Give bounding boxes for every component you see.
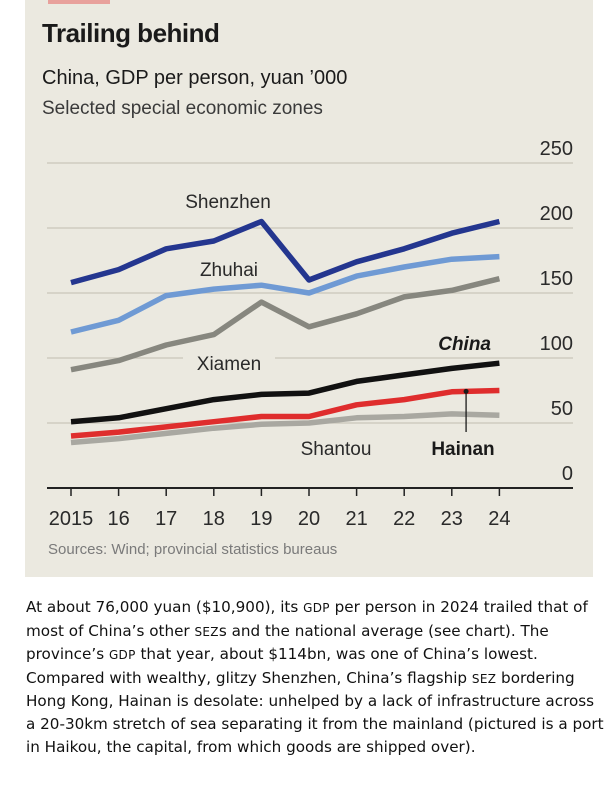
abbreviation: GDP (303, 601, 330, 615)
y-tick-label: 0 (562, 463, 573, 485)
x-tick-label: 21 (345, 508, 367, 530)
series-lines (70, 218, 501, 446)
series-line-china (70, 360, 500, 425)
chart-title: Trailing behind (42, 18, 220, 48)
series-line-xiamen (70, 276, 501, 373)
series-label-china: China (438, 334, 491, 355)
series-label-shenzhen: Shenzhen (185, 192, 271, 213)
chart-subsubtitle: Selected special economic zones (42, 98, 323, 119)
x-tick-label: 22 (393, 508, 415, 530)
text-run: At about 76,000 yuan ($10,900), its (26, 598, 304, 616)
series-line-zhuhai (70, 253, 500, 335)
series-line-hainan (70, 387, 500, 439)
series-line-shenzhen (70, 218, 501, 286)
y-tick-label: 200 (540, 203, 573, 225)
chart-subtitle: China, GDP per person, yuan ’000 (42, 67, 348, 89)
text-run: bordering Hong Kong, Hainan is desolate:… (26, 668, 604, 756)
y-tick-label: 250 (540, 138, 573, 160)
x-tick-label: 24 (488, 508, 510, 530)
x-tick-label: 17 (155, 508, 177, 530)
x-tick-label: 16 (107, 508, 129, 530)
text-run: that year, about $114bn, was one of Chin… (26, 645, 538, 687)
article-paragraph: At about 76,000 yuan ($10,900), its GDP … (26, 596, 604, 758)
x-tick-label: 19 (250, 508, 272, 530)
x-axis: 2015 16 17 18 19 20 21 22 23 24 (47, 487, 573, 530)
abbreviation: SEZ (194, 624, 219, 639)
abbreviation: SEZ (471, 671, 497, 686)
annotation-dot (463, 388, 469, 394)
text-run: per person in 2024 trailed that of most … (26, 598, 588, 640)
series-label-zhuhai: Zhuhai (200, 260, 258, 281)
chart-panel (25, 0, 593, 577)
y-tick-label: 150 (540, 268, 573, 290)
y-tick-label: 100 (540, 333, 573, 355)
series-label-hainan: Hainan (431, 439, 494, 460)
series-label-shantou: Shantou (301, 439, 372, 460)
abbreviation: GDP (108, 648, 136, 663)
text-run: s and the national average (see chart). … (26, 621, 549, 664)
y-axis-ticks: 0 50 100 150 200 250 (540, 138, 573, 485)
x-tick-label: 2015 (49, 508, 94, 530)
section-tag (48, 0, 110, 4)
x-tick-label: 20 (298, 508, 320, 530)
x-tick-label: 18 (203, 508, 225, 530)
series-line-shantou (70, 411, 500, 446)
line-chart: 0 50 100 150 200 250 2015 16 17 18 19 20 21 22 23 24 S… (47, 138, 573, 530)
y-tick-label: 50 (551, 398, 573, 420)
series-label-xiamen: Xiamen (197, 354, 261, 375)
chart-source: Sources: Wind; provincial statistics bur… (48, 541, 338, 558)
x-tick-label: 23 (441, 508, 463, 530)
series-labels: Shenzhen Zhuhai Xiamen China Hainan Shantou (185, 192, 494, 460)
